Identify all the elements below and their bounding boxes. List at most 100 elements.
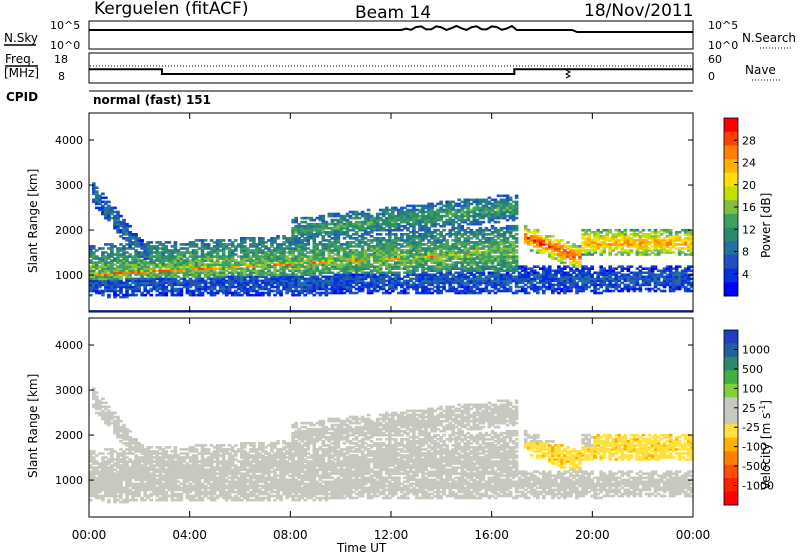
freq-panel-frame xyxy=(88,52,694,84)
power-cell xyxy=(288,253,292,256)
power-cell xyxy=(203,287,208,291)
power-cell xyxy=(188,289,193,293)
power-cell xyxy=(122,218,126,222)
power-cell xyxy=(237,281,241,285)
power-cell xyxy=(394,275,398,279)
power-cell xyxy=(427,206,431,210)
power-cell xyxy=(481,208,486,212)
power-cell xyxy=(104,206,108,210)
power-cell xyxy=(502,210,507,214)
power-cell xyxy=(351,233,356,236)
power-cell xyxy=(460,220,465,224)
power-cell xyxy=(397,249,401,252)
power-cell xyxy=(306,279,310,283)
power-cell xyxy=(493,251,498,254)
power-cell xyxy=(430,224,434,228)
power-cell xyxy=(294,283,298,287)
power-cell xyxy=(324,283,329,287)
power-cell xyxy=(430,231,434,234)
power-cell xyxy=(451,214,455,218)
power-cell xyxy=(490,255,495,258)
power-cell xyxy=(469,291,474,295)
power-cell xyxy=(291,261,295,264)
power-cell xyxy=(424,253,428,256)
power-cell xyxy=(291,247,295,250)
power-cell xyxy=(372,283,377,287)
power-cell xyxy=(234,261,238,264)
power-cell xyxy=(200,281,205,285)
power-cell xyxy=(378,222,383,226)
power-cell xyxy=(291,231,295,234)
power-cell xyxy=(234,253,238,256)
power-cell xyxy=(179,267,184,270)
power-cell xyxy=(176,257,181,260)
power-cell xyxy=(107,293,111,297)
power-cell xyxy=(490,204,495,208)
power-cell xyxy=(101,265,105,268)
power-cell xyxy=(336,231,341,234)
power-cell xyxy=(140,281,144,285)
power-cell xyxy=(481,198,486,202)
power-cell xyxy=(463,233,468,236)
power-cell xyxy=(149,241,153,244)
noise-panel-frame xyxy=(88,20,694,50)
power-cell xyxy=(282,261,286,264)
power-cell xyxy=(442,237,446,240)
power-cell xyxy=(267,291,271,295)
power-cell xyxy=(101,255,105,258)
power-cell xyxy=(107,261,111,264)
power-cell xyxy=(375,233,380,236)
power-cell xyxy=(508,224,513,228)
power-cell xyxy=(391,243,395,246)
power-cell xyxy=(164,275,169,279)
power-cell xyxy=(375,218,380,222)
power-cell xyxy=(212,265,217,268)
power-cell xyxy=(197,279,202,283)
power-cell xyxy=(378,241,383,244)
power-cell xyxy=(264,287,268,291)
power-cell xyxy=(185,243,190,246)
power-cell xyxy=(499,285,504,289)
power-cell xyxy=(218,273,223,277)
power-cell xyxy=(391,253,395,256)
power-cell xyxy=(240,251,244,254)
power-cell xyxy=(514,289,519,293)
power-cell xyxy=(403,245,407,248)
power-cell xyxy=(345,222,350,226)
power-cell xyxy=(457,198,461,202)
power-cell xyxy=(363,214,368,218)
power-cell xyxy=(336,247,341,250)
power-cell xyxy=(412,245,416,248)
power-cell xyxy=(306,271,310,275)
power-cell xyxy=(119,249,123,252)
power-cell xyxy=(469,247,474,250)
power-cell xyxy=(92,287,96,291)
power-cell xyxy=(110,269,114,273)
power-cell xyxy=(502,257,507,260)
power-cell xyxy=(197,239,202,242)
power-cell xyxy=(330,277,335,281)
power-cell xyxy=(273,289,277,293)
power-cell xyxy=(131,259,135,262)
power-cell xyxy=(285,239,289,242)
power-cell xyxy=(502,261,507,264)
power-cell xyxy=(375,285,380,289)
power-cell xyxy=(218,277,223,281)
power-cell xyxy=(409,249,413,252)
power-cell xyxy=(267,249,271,252)
power-cell xyxy=(104,279,108,283)
power-cell xyxy=(131,277,135,281)
power-cell xyxy=(197,281,202,285)
power-cell xyxy=(303,265,307,268)
power-cell xyxy=(493,285,498,289)
power-cell xyxy=(406,249,410,252)
power-cell xyxy=(206,259,211,262)
power-cell xyxy=(493,231,498,234)
power-cell xyxy=(176,269,181,273)
power-cell xyxy=(433,235,437,238)
power-cell xyxy=(493,212,498,216)
power-cell xyxy=(397,243,401,246)
power-cell xyxy=(288,281,292,285)
power-cell xyxy=(246,237,250,240)
power-cell xyxy=(101,289,105,293)
